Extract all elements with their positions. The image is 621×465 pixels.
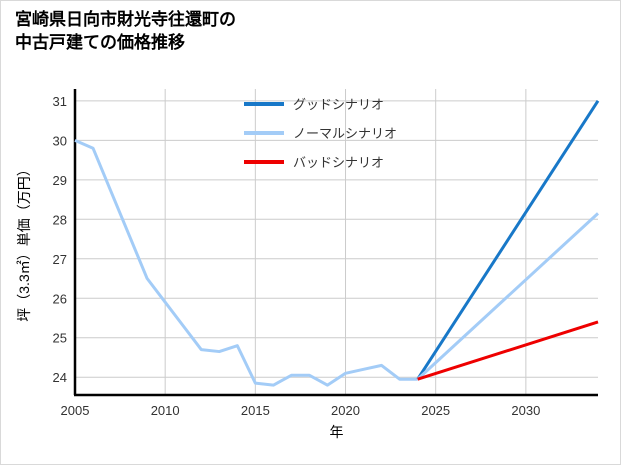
x-axis-title: 年: [330, 424, 344, 440]
series-line: [417, 320, 599, 381]
y-axis-title: 坪（3.3㎡）単価（万円）: [16, 162, 32, 321]
legend-label: グッドシナリオ: [293, 97, 384, 112]
y-tick-label: 30: [53, 133, 67, 148]
y-tick-label: 28: [53, 212, 67, 227]
x-tick-label: 2010: [151, 403, 180, 418]
x-tick-labels: 2005 2010 2015 2020 2025 2030: [61, 403, 541, 418]
series-line: [416, 212, 600, 381]
series-line: [416, 100, 600, 381]
y-tick-label: 26: [53, 291, 67, 306]
axis-titles: 年 坪（3.3㎡）単価（万円）: [16, 162, 344, 440]
y-tick-labels: 24 25 26 27 28 29 30 31: [53, 94, 67, 385]
x-tick-label: 2005: [61, 403, 90, 418]
y-tick-label: 25: [53, 331, 67, 346]
y-tick-label: 27: [53, 252, 67, 267]
y-tick-label: 31: [53, 94, 67, 109]
x-tick-label: 2030: [511, 403, 540, 418]
legend-label: バッドシナリオ: [293, 155, 384, 170]
y-tick-label: 29: [53, 173, 67, 188]
chart-title: 宮崎県日向市財光寺往還町の 中古戸建ての価格推移: [15, 10, 236, 52]
data-series-group: [74, 100, 600, 387]
legend-label: ノーマルシナリオ: [293, 126, 397, 141]
x-tick-label: 2020: [331, 403, 360, 418]
axis-lines: [73, 89, 598, 397]
x-tick-label: 2015: [241, 403, 270, 418]
y-tick-label: 24: [53, 370, 67, 385]
x-tick-label: 2025: [421, 403, 450, 418]
series-line: [74, 138, 418, 387]
